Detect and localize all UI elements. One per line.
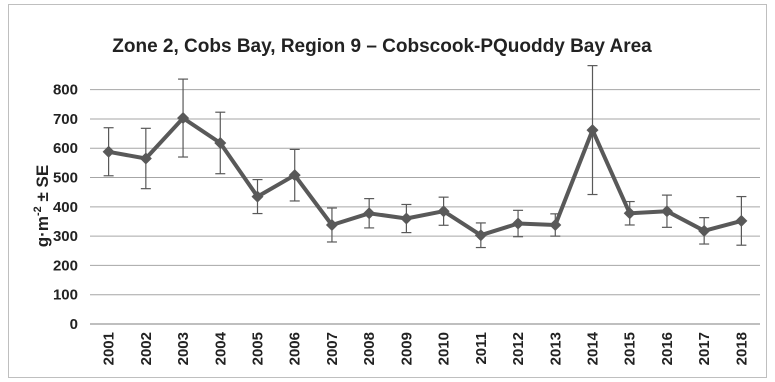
- y-axis-label-suffix: ± SE: [33, 165, 52, 206]
- data-point: [623, 207, 636, 220]
- x-tick-label: 2001: [101, 332, 118, 365]
- y-tick-label: 0: [70, 316, 78, 333]
- data-point: [735, 214, 748, 227]
- x-tick-label: 2002: [138, 332, 155, 365]
- y-axis-label-base: g·m: [33, 216, 52, 247]
- data-point: [139, 152, 152, 165]
- y-tick-labels: 0 100 200 300 400 500 600 700 800: [53, 82, 78, 333]
- chart-title: Zone 2, Cobs Bay, Region 9 – Cobscook-PQ…: [112, 36, 652, 57]
- x-tick-label: 2012: [510, 332, 527, 365]
- data-point: [512, 217, 525, 230]
- series-line: [108, 116, 742, 238]
- data-point: [214, 136, 227, 149]
- data-point: [288, 169, 301, 182]
- y-tick-label: 100: [53, 287, 78, 304]
- x-tick-label: 2008: [361, 332, 378, 365]
- x-tick-label: 2005: [250, 332, 267, 365]
- data-point: [549, 218, 562, 231]
- y-tick-label: 200: [53, 257, 78, 274]
- x-tick-label: 2003: [175, 332, 192, 365]
- x-tick-labels: 2001 2002 2003 2004 2005 2006 2007 2008 2009 2010…: [101, 331, 751, 365]
- x-tick-label: 2017: [696, 332, 713, 365]
- y-tick-label: 400: [53, 199, 78, 216]
- chart-frame: [8, 4, 767, 378]
- y-tick-label: 300: [53, 228, 78, 245]
- x-tick-label: 2004: [212, 331, 229, 365]
- x-tick-label: 2009: [398, 332, 415, 365]
- data-point: [363, 207, 376, 220]
- data-point: [437, 205, 450, 218]
- data-point: [474, 229, 487, 242]
- y-axis-label-exponent: -2: [32, 206, 44, 216]
- x-tick-label: 2014: [585, 331, 602, 365]
- data-point: [698, 224, 711, 237]
- x-tick-label: 2015: [622, 332, 639, 365]
- x-tick-label: 2013: [547, 332, 564, 365]
- x-tick-label: 2006: [287, 332, 304, 365]
- x-tick-label: 2011: [473, 332, 490, 365]
- y-tick-label: 800: [53, 82, 78, 99]
- data-point: [660, 205, 673, 218]
- y-tick-label: 600: [53, 140, 78, 157]
- x-tick-label: 2016: [659, 332, 676, 365]
- data-point: [177, 112, 190, 125]
- data-point: [251, 190, 264, 203]
- data-point: [400, 212, 413, 225]
- data-points: [102, 112, 748, 242]
- data-point: [325, 218, 338, 231]
- x-tick-label: 2007: [324, 332, 341, 365]
- x-tick-label: 2018: [733, 332, 750, 365]
- y-tick-label: 700: [53, 111, 78, 128]
- error-bars: [103, 65, 747, 249]
- data-point: [102, 145, 115, 158]
- x-tick-label: 2010: [436, 332, 453, 365]
- y-tick-label: 500: [53, 170, 78, 187]
- y-axis-label: g·m-2 ± SE: [32, 165, 52, 247]
- data-point: [586, 124, 599, 137]
- gridlines: [90, 89, 760, 325]
